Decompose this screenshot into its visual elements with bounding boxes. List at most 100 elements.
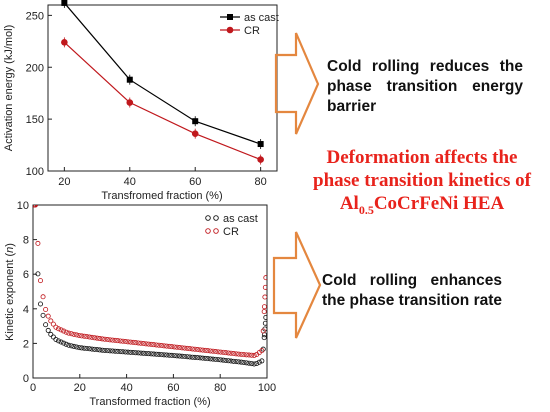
chart2-point-as-cast [117,349,123,355]
chart2-point-as-cast [156,351,162,357]
chart2-point-cr [213,349,219,355]
chart2-point-cr [68,331,74,337]
chart2-point-as-cast [158,352,164,358]
chart2-point-cr [43,306,49,312]
chart2-point-cr [261,309,267,315]
chart2-point-cr [179,345,185,351]
chart2-point-as-cast [61,340,67,346]
chart2-point-as-cast [182,354,188,360]
chart2-point-cr [238,351,244,357]
statement-bottom: Cold rolling enhances the phase transiti… [322,272,503,309]
chart2-point-cr [115,338,121,344]
chart2-point-cr [63,329,69,335]
chart2-point-cr [182,345,188,351]
chart2-point-as-cast [143,350,149,356]
chart2-point-as-cast [215,357,221,363]
chart1-plot-frame [47,4,278,172]
chart2-point-as-cast [228,358,234,364]
chart2-point-cr [236,351,242,357]
chart2-point-cr [89,334,95,340]
chart2-legend-marker [205,228,211,234]
chart2-point-as-cast [164,352,170,358]
chart2-point-as-cast [261,335,267,341]
headline-line-3: Al0.5CoCrFeNi HEA [300,192,544,222]
chart2-point-as-cast [79,345,85,351]
chart2-point-as-cast [171,353,177,359]
chart1-point-as-cast [257,141,264,148]
chart2-point-as-cast [138,350,144,356]
chart2-legend-marker [213,215,219,221]
chart2-point-as-cast [71,343,77,349]
chart2-point-as-cast [220,357,226,363]
chart2-point-as-cast [176,353,182,359]
chart2-point-as-cast [112,348,118,354]
chart1-x-tick-label: 20 [58,176,70,188]
chart2-point-as-cast [213,356,219,362]
chart2-point-cr [249,352,255,358]
chart2-point-cr [197,347,203,353]
chart2-y-tick-label: 0 [23,373,29,385]
chart2-point-as-cast [125,349,131,355]
chart2-point-cr [189,346,195,352]
chart1-point-as-cast [192,118,199,125]
chart2-point-as-cast [195,355,201,361]
chart1-point-cr [61,39,68,46]
activation-energy-chart: 20 40 60 80 100 150 200 250 Transfromed fractio… [3,0,279,202]
chart2-point-as-cast [50,334,56,340]
chart2-point-as-cast [99,347,105,353]
chart2-point-cr [205,348,211,354]
chart2-point-as-cast [263,314,267,320]
chart2-point-as-cast [110,348,116,354]
chart2-point-as-cast [192,354,198,360]
chart2-point-as-cast [218,357,224,363]
chart2-point-cr [33,205,38,208]
chart2-point-as-cast [189,354,195,360]
chart2-point-as-cast [205,356,211,362]
kinetic-exponent-chart: 0 20 40 60 80 100 0 2 4 6 8 10 Transformed fraction… [4,200,276,408]
chart2-point-cr [71,331,77,337]
chart2-point-as-cast [251,361,257,367]
chart2-point-cr [200,347,206,353]
chart1-point-as-cast [61,0,68,6]
chart2-point-as-cast [148,351,154,357]
statement-top: Cold rolling reduces the phase transitio… [327,58,523,115]
chart2-point-as-cast [56,338,62,344]
chart2-point-as-cast [174,353,180,359]
chart2-x-tick-label: 100 [258,382,276,394]
chart2-point-as-cast [241,359,247,365]
chart2-point-as-cast [202,355,208,361]
chart2-x-tick-label: 60 [167,382,179,394]
chart1-series [61,0,264,165]
chart2-point-as-cast [179,353,185,359]
chart2-point-cr [187,346,193,352]
chart2-point-cr [225,350,231,356]
chart2-point-cr [210,348,216,354]
chart2-point-cr [107,337,113,343]
chart2-point-cr [140,341,146,347]
chart2-point-cr [241,352,247,358]
chart2-point-cr [259,348,265,354]
chart2-point-cr [158,343,164,349]
chart2-point-cr [263,275,267,281]
chart2-point-as-cast [92,346,98,352]
chart2-legend-marker [213,228,219,234]
chart1-y-tick-label: 250 [26,10,44,22]
chart2-point-as-cast [43,322,49,328]
chart2-y-tick-label: 2 [23,338,29,350]
chart2-point-cr [220,349,226,355]
chart2-point-cr [223,350,229,356]
chart2-point-as-cast [107,348,113,354]
chart2-point-as-cast [184,354,190,360]
chart2-point-cr [169,344,175,350]
chart2-point-as-cast [94,347,100,353]
chart1-y-tick-label: 150 [26,114,44,126]
chart2-point-as-cast [66,342,72,348]
chart1-x-axis-label: Transfromed fraction (%) [101,190,222,202]
chart2-point-as-cast [161,352,167,358]
chart2-point-cr [122,339,128,345]
chart2-point-cr [53,324,59,330]
chart2-point-as-cast [45,327,51,333]
chart2-point-cr [125,339,131,345]
